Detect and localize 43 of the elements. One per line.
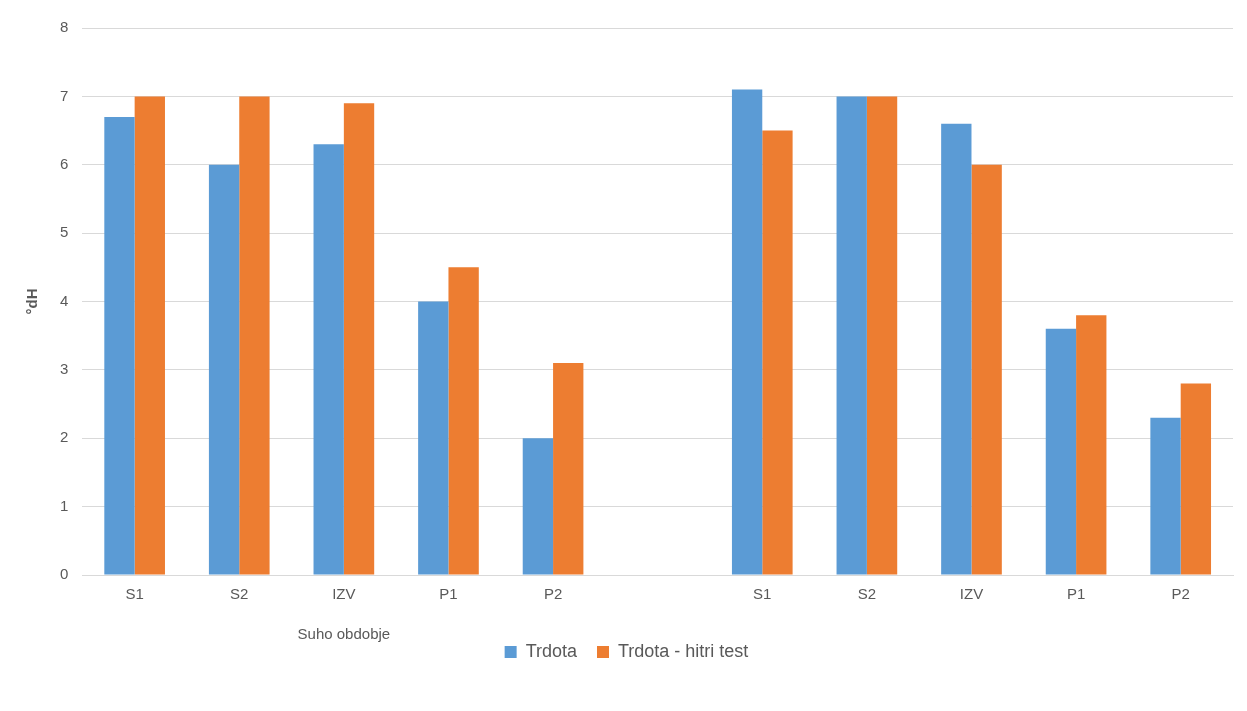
x-tick-label: IZV (332, 585, 356, 603)
bar (971, 164, 1002, 575)
x-tick-label: S1 (753, 585, 772, 603)
bar (836, 96, 867, 575)
y-tick-label: 3 (60, 360, 69, 378)
bar (941, 123, 972, 575)
x-tick-label: P1 (1066, 585, 1086, 603)
x-tick-label: P1 (439, 585, 458, 603)
bar (418, 301, 449, 575)
text: Suho obdobje (297, 624, 391, 642)
y-tick-label: 4 (60, 291, 69, 309)
y-tick-label: 2 (60, 428, 69, 446)
bar (1045, 328, 1077, 575)
y-tick-label: 8 (60, 18, 69, 36)
y-tick-label: 7 (60, 86, 69, 104)
x-tick-label: S2 (230, 585, 249, 603)
bar (553, 363, 584, 575)
bar (313, 144, 344, 575)
x-tick-label: P2 (1171, 585, 1190, 603)
y-tick-label: 5 (60, 223, 69, 241)
x-tick-label: P2 (543, 585, 563, 603)
bar (343, 103, 375, 575)
bar (1180, 383, 1212, 575)
bar (1076, 315, 1107, 575)
x-tick-label: S1 (125, 585, 144, 603)
bar (448, 267, 479, 575)
x-tick-label: IZV (959, 585, 984, 603)
bar (134, 96, 165, 575)
bar (239, 96, 270, 575)
x-tick-label: S2 (857, 585, 877, 603)
y-axis-title: °dH (23, 288, 41, 315)
bar (104, 116, 135, 575)
y-tick-label: 6 (60, 154, 69, 172)
bar (866, 96, 898, 575)
y-tick-label: 0 (60, 565, 69, 583)
legend-label: Trdota (525, 640, 578, 661)
bar (731, 89, 763, 575)
bar (762, 130, 793, 575)
legend-label: Trdota - hitri test (617, 640, 749, 661)
bar (1150, 417, 1181, 575)
bar (208, 164, 240, 575)
bar (522, 438, 554, 575)
y-tick-label: 1 (60, 496, 69, 514)
